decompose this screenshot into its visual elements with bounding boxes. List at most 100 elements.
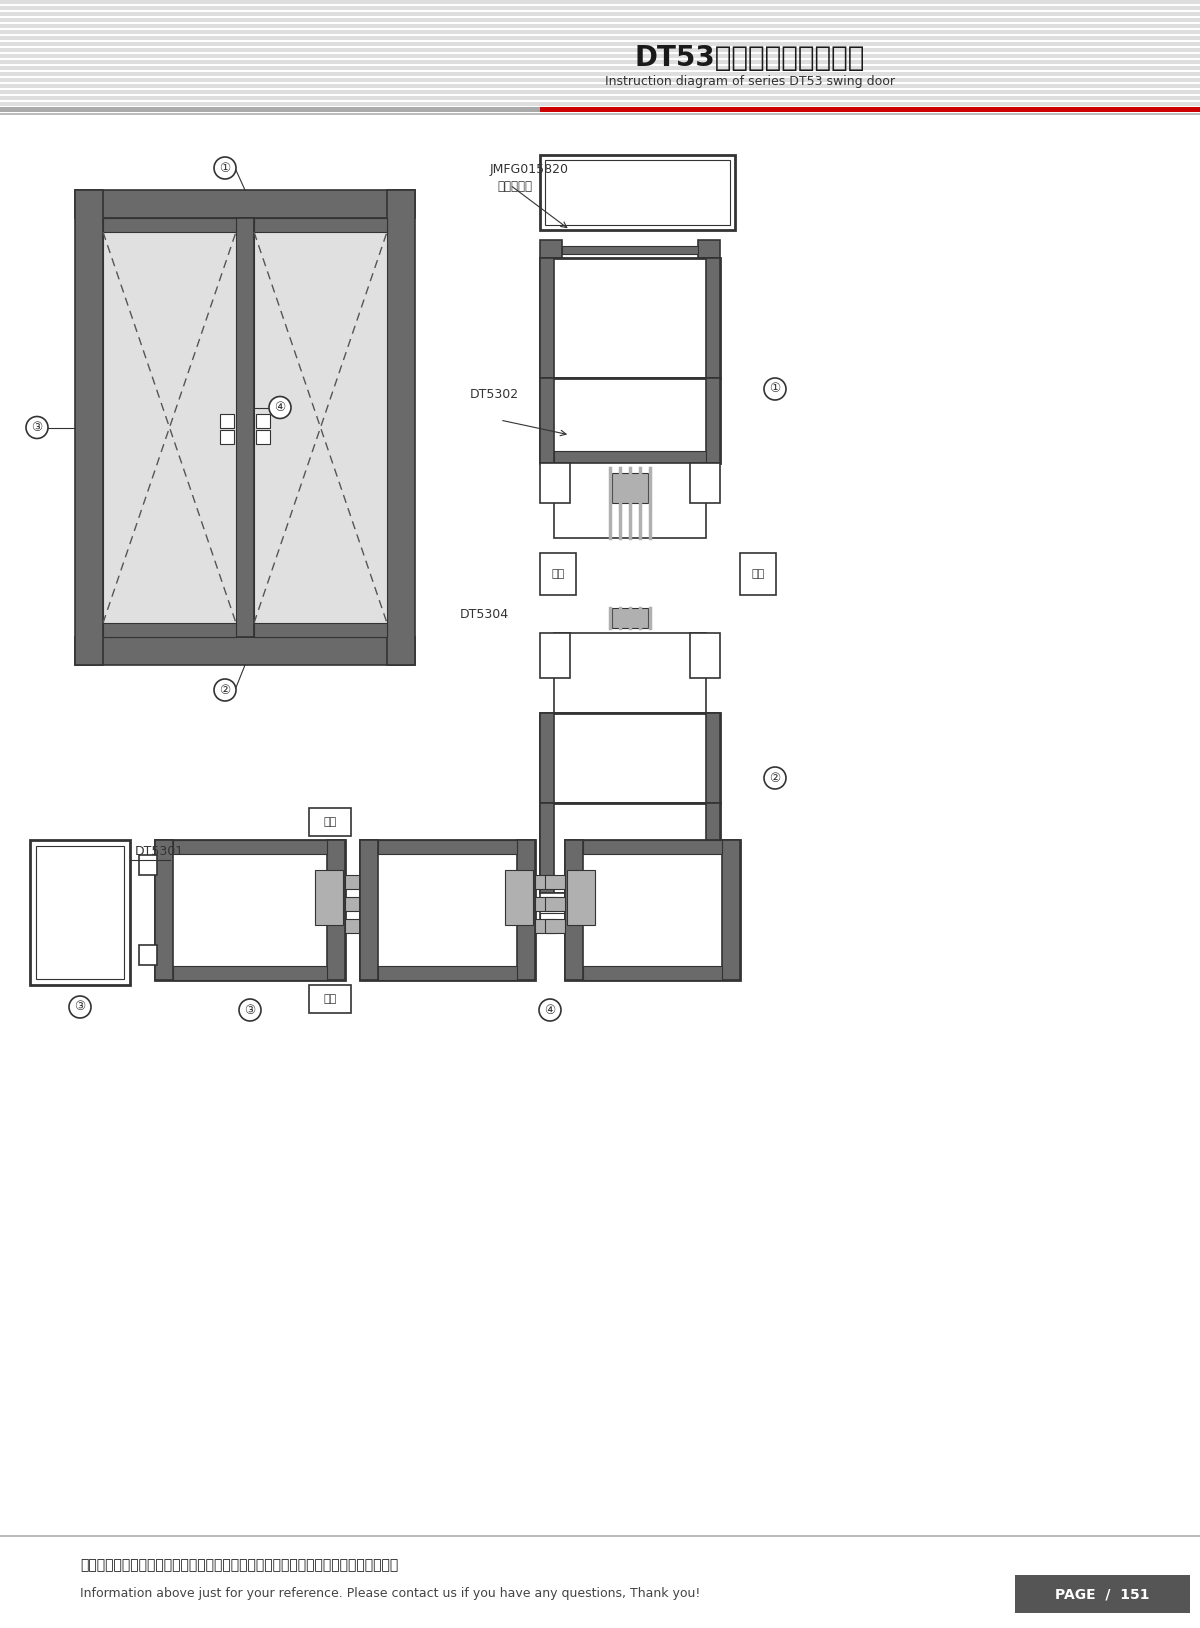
Circle shape [214,679,236,702]
Text: ①: ① [769,383,781,396]
Text: PAGE  /  151: PAGE / 151 [1055,1587,1150,1600]
Text: DT5304: DT5304 [460,609,509,622]
Bar [0,114,1200,117]
Bar [386,190,415,664]
Text: ③: ③ [245,1003,256,1016]
Text: 室外: 室外 [323,995,337,1004]
Text: DT53系列地弹簧门结构图: DT53系列地弹簧门结构图 [635,44,865,72]
Text: ④: ④ [545,1003,556,1016]
Bar [0,0,1200,3]
Bar [540,155,734,230]
Bar [30,840,130,985]
Bar [0,47,1200,52]
Bar [540,713,720,803]
Bar [706,803,720,894]
Bar [545,918,565,933]
Bar [535,918,554,933]
Bar [706,713,720,803]
Text: （可选配）: （可选配） [497,181,532,194]
Circle shape [214,156,236,179]
Bar [139,944,157,965]
Bar [314,869,343,925]
Bar [74,637,415,664]
Bar [545,874,565,889]
Text: 图中所示型材截面、装配、编号、尺寸及重量仅供参考。如有疑问，请向本公司查询。: 图中所示型材截面、装配、编号、尺寸及重量仅供参考。如有疑问，请向本公司查询。 [80,1558,398,1573]
Bar [545,897,565,912]
Bar [545,160,730,225]
Bar [103,218,236,233]
Circle shape [764,378,786,400]
Bar [0,18,1200,23]
Bar [0,112,1200,116]
Text: ②: ② [769,772,781,785]
Bar [0,54,1200,59]
Bar [690,633,720,677]
Circle shape [764,767,786,790]
Text: Information above just for your reference. Please contact us if you have any que: Information above just for your referenc… [80,1587,701,1599]
Bar [0,103,1200,106]
Bar [540,554,576,594]
Bar [706,378,720,462]
Bar [540,257,720,378]
Bar [74,190,103,664]
Bar [173,965,326,980]
Bar [103,624,236,637]
Bar [236,218,254,637]
Bar [722,840,740,980]
Bar [554,451,706,462]
Bar [540,894,720,923]
Bar [256,430,270,443]
Bar [583,965,722,980]
Bar [0,36,1200,41]
Circle shape [269,397,292,418]
Bar [695,913,720,928]
Circle shape [70,996,91,1018]
Bar [254,218,386,233]
Text: DT5302: DT5302 [470,389,520,402]
Bar [0,29,1200,34]
Text: DT5301: DT5301 [134,845,184,858]
Bar [565,840,740,980]
Bar [583,840,722,855]
Bar [346,897,365,912]
Bar [74,190,415,218]
Bar [565,840,583,980]
Text: ④: ④ [275,400,286,414]
Bar [562,246,698,254]
Bar [540,257,554,378]
Bar [698,239,720,257]
Bar [535,874,554,889]
Bar [568,869,595,925]
Bar [0,107,540,112]
Text: JMFG015820: JMFG015820 [490,163,569,176]
Bar [540,713,554,803]
Bar [0,60,1200,63]
Bar [346,874,365,889]
Bar [706,257,720,378]
Bar [173,840,326,855]
Bar [0,11,1200,16]
Text: ①: ① [220,161,230,174]
Bar [326,840,346,980]
Bar [220,414,234,428]
Bar [540,378,554,462]
Bar [36,847,124,978]
Bar [540,803,554,894]
Bar [0,96,1200,99]
Circle shape [239,1000,262,1021]
Bar [540,803,720,894]
Text: 室外: 室外 [751,570,764,580]
Text: 室内: 室内 [323,817,337,827]
Bar [540,913,565,928]
Bar [535,897,554,912]
Bar [0,1535,1200,1628]
Text: Instruction diagram of series DT53 swing door: Instruction diagram of series DT53 swing… [605,75,895,88]
Bar [554,633,706,713]
Bar [517,840,535,980]
Bar [505,869,533,925]
Bar [360,840,378,980]
Bar [690,462,720,503]
Bar [0,78,1200,81]
Bar [254,624,386,637]
Bar [0,7,1200,10]
